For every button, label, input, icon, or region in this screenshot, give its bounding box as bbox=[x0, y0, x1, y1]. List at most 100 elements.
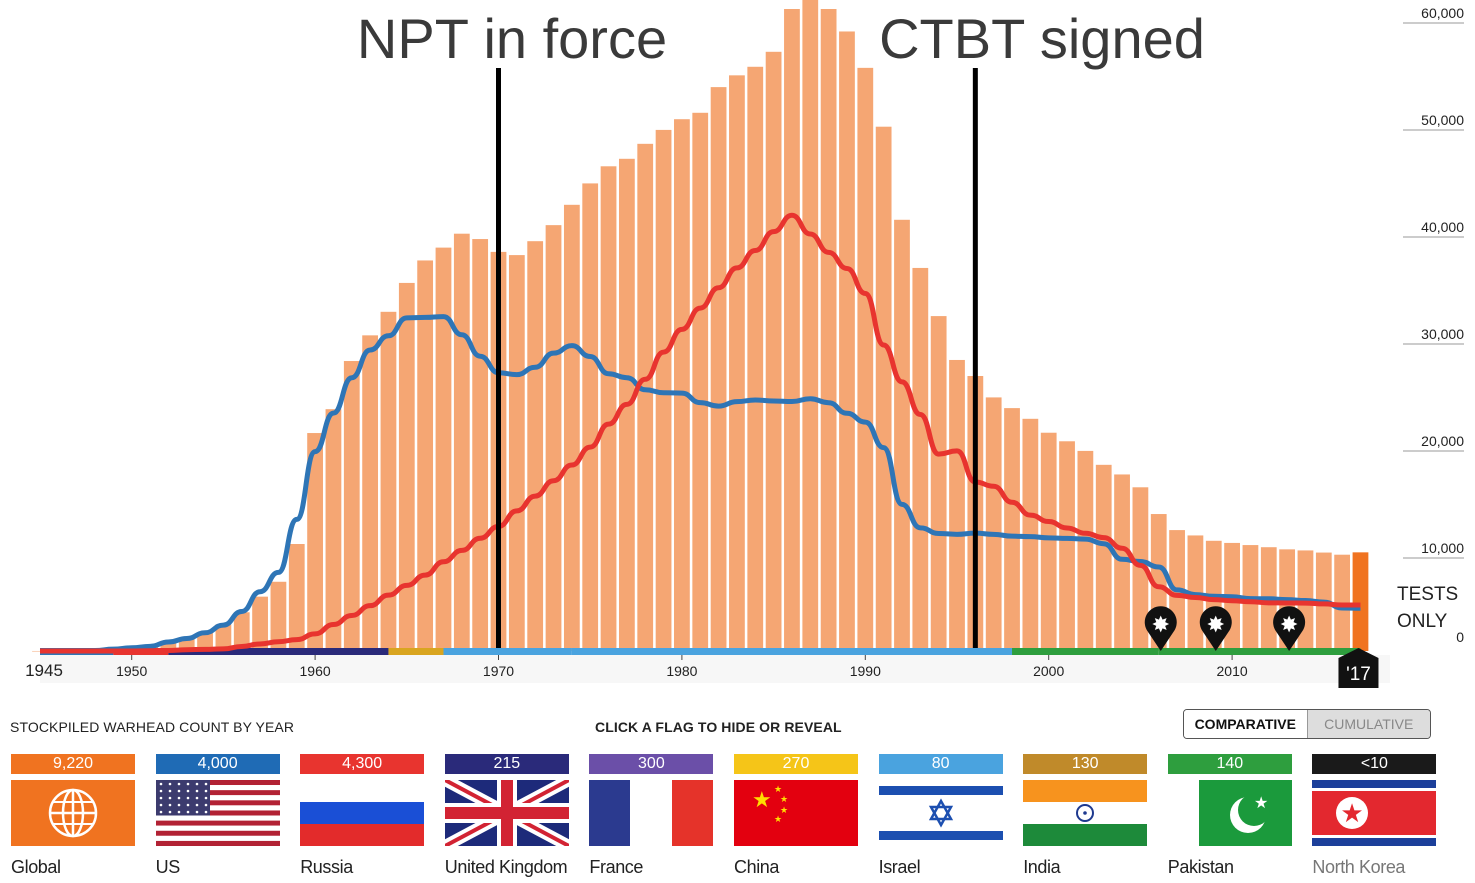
flag-card-india[interactable]: 130 India bbox=[1023, 754, 1148, 880]
x-tick-label: 1960 bbox=[300, 663, 331, 679]
annotation-label: NPT in force bbox=[357, 7, 667, 70]
bar-2000 bbox=[1040, 432, 1057, 651]
flag-label: Pakistan bbox=[1167, 857, 1234, 877]
north-korea-flag-icon[interactable]: ★ bbox=[1312, 780, 1437, 846]
marker-pin bbox=[1144, 606, 1177, 651]
bar-1965 bbox=[398, 282, 415, 651]
bar-1991 bbox=[875, 126, 892, 651]
flag-card-russia[interactable]: 4,300 Russia bbox=[300, 754, 425, 880]
bar-1981 bbox=[692, 112, 709, 652]
bar-1998 bbox=[1004, 408, 1020, 651]
global-flag-icon[interactable] bbox=[11, 780, 135, 846]
flag-card-israel[interactable]: 80 Israel bbox=[878, 754, 1003, 880]
flag-label: Global bbox=[11, 857, 61, 877]
timeline-segment bbox=[1158, 648, 1361, 655]
bar-1989 bbox=[839, 31, 855, 652]
mode-toggle[interactable]: COMPARATIVE CUMULATIVE bbox=[1183, 709, 1431, 739]
bar-2001 bbox=[1059, 441, 1075, 651]
timeline-segment bbox=[388, 648, 444, 655]
test-marker-icon[interactable]: ✸ bbox=[1144, 606, 1177, 651]
current-year-badge bbox=[1338, 648, 1379, 688]
timeline-segment bbox=[1012, 648, 1159, 655]
flag-card-global[interactable]: 9,220 Global bbox=[11, 754, 135, 880]
y-tick-label: 0 bbox=[1456, 629, 1464, 645]
flag-card-pakistan[interactable]: 140 ★ Pakistan bbox=[1167, 754, 1292, 880]
warhead-count-badge: 215 bbox=[444, 754, 569, 774]
flag-card-united-kingdom[interactable]: 215 United Kingdom bbox=[441, 754, 572, 880]
warhead-count-badge: 300 bbox=[589, 754, 714, 774]
us-flag-icon[interactable] bbox=[155, 780, 280, 846]
bar-1995 bbox=[949, 359, 965, 651]
svg-text:★: ★ bbox=[774, 785, 782, 795]
bar-1964 bbox=[380, 311, 397, 651]
cumulative-button[interactable]: CUMULATIVE bbox=[1306, 710, 1430, 738]
bar-1987 bbox=[802, 0, 819, 652]
gridlines bbox=[1403, 22, 1464, 559]
bar-1980 bbox=[674, 119, 690, 651]
warhead-count-badge: <10 bbox=[1312, 754, 1437, 774]
bar-2017 bbox=[1352, 552, 1369, 651]
flag-card-france[interactable]: 300 France bbox=[589, 754, 714, 880]
warhead-count-badge: 130 bbox=[1023, 754, 1148, 774]
flag-label: France bbox=[589, 857, 644, 877]
y-tick-label: 20,000 bbox=[1421, 433, 1464, 449]
bar-1955 bbox=[215, 624, 232, 651]
warhead-count-badge: 80 bbox=[878, 754, 1003, 774]
bar-2002 bbox=[1077, 450, 1094, 651]
warhead-count-badge: 4,300 bbox=[300, 754, 425, 774]
y-tick-label: 60,000 bbox=[1421, 5, 1464, 21]
timeline-segment bbox=[571, 648, 1013, 655]
flag-card-north-korea[interactable]: <10 ★ North Korea bbox=[1312, 754, 1437, 880]
warhead-count-badge: 4,000 bbox=[155, 754, 280, 774]
flag-card-us[interactable]: 4,000 US bbox=[155, 754, 280, 880]
flag-label: United Kingdom bbox=[444, 857, 568, 877]
axis-shadow bbox=[40, 655, 1390, 683]
united-kingdom-flag-icon[interactable] bbox=[441, 774, 572, 852]
tests-only-label: TESTS ONLY bbox=[1397, 584, 1458, 632]
comparative-button[interactable]: COMPARATIVE bbox=[1184, 710, 1307, 738]
svg-text:★: ★ bbox=[774, 815, 782, 825]
tests-only-line: ONLY bbox=[1397, 611, 1448, 632]
india-flag-icon[interactable] bbox=[1023, 780, 1148, 846]
china-flag-icon[interactable]: ★ ★★★★ bbox=[734, 780, 858, 846]
pakistan-flag-icon[interactable]: ★ bbox=[1167, 780, 1292, 846]
test-marker-icon[interactable]: ✸ bbox=[1199, 606, 1232, 651]
flag-card-china[interactable]: 270 ★ ★ ★ ★ ★ China bbox=[734, 754, 858, 880]
axis-ticks: 60,000 50,000 40,000 30,000 20,000 10,000 0 194… bbox=[25, 5, 1464, 688]
timeline-segment bbox=[168, 648, 389, 655]
series-line-russia bbox=[39, 212, 1361, 654]
current-year-label: '17 bbox=[1346, 664, 1371, 685]
bar-1956 bbox=[233, 612, 250, 651]
france-flag-icon[interactable] bbox=[589, 780, 714, 846]
israel-flag-icon[interactable] bbox=[878, 780, 1003, 846]
bar-1978 bbox=[637, 143, 654, 651]
bar-1975 bbox=[582, 183, 599, 651]
bar-1967 bbox=[435, 247, 452, 652]
marker-pin bbox=[1199, 606, 1232, 651]
test-marker-icon[interactable]: ✸ bbox=[1273, 606, 1306, 651]
flag-label: India bbox=[1023, 857, 1061, 877]
y-tick-label: 40,000 bbox=[1421, 219, 1464, 235]
bar-1983 bbox=[729, 75, 745, 652]
flag-label: China bbox=[734, 857, 780, 877]
svg-text:★: ★ bbox=[1341, 799, 1364, 829]
bar-1963 bbox=[362, 335, 379, 651]
svg-text:★: ★ bbox=[752, 788, 772, 813]
bar-2005 bbox=[1132, 487, 1149, 651]
flag-label: Israel bbox=[878, 857, 921, 877]
bar-1972 bbox=[527, 241, 544, 651]
bar-1954 bbox=[197, 632, 213, 651]
timeline-segment bbox=[443, 648, 572, 655]
bar-1986 bbox=[784, 9, 800, 651]
test-markers[interactable]: ✸ ✸ ✸ bbox=[1144, 606, 1306, 651]
svg-text:★: ★ bbox=[780, 795, 788, 805]
legend-hint: CLICK A FLAG TO HIDE OR REVEAL bbox=[595, 719, 842, 735]
bar-1958 bbox=[270, 581, 287, 651]
tests-only-line: TESTS bbox=[1397, 584, 1458, 605]
bar-1982 bbox=[710, 87, 727, 652]
bar-1973 bbox=[545, 225, 562, 651]
russia-flag-icon[interactable] bbox=[300, 780, 425, 846]
flag-label: US bbox=[155, 857, 181, 877]
global-bars bbox=[32, 0, 1369, 652]
bar-1968 bbox=[453, 233, 470, 651]
